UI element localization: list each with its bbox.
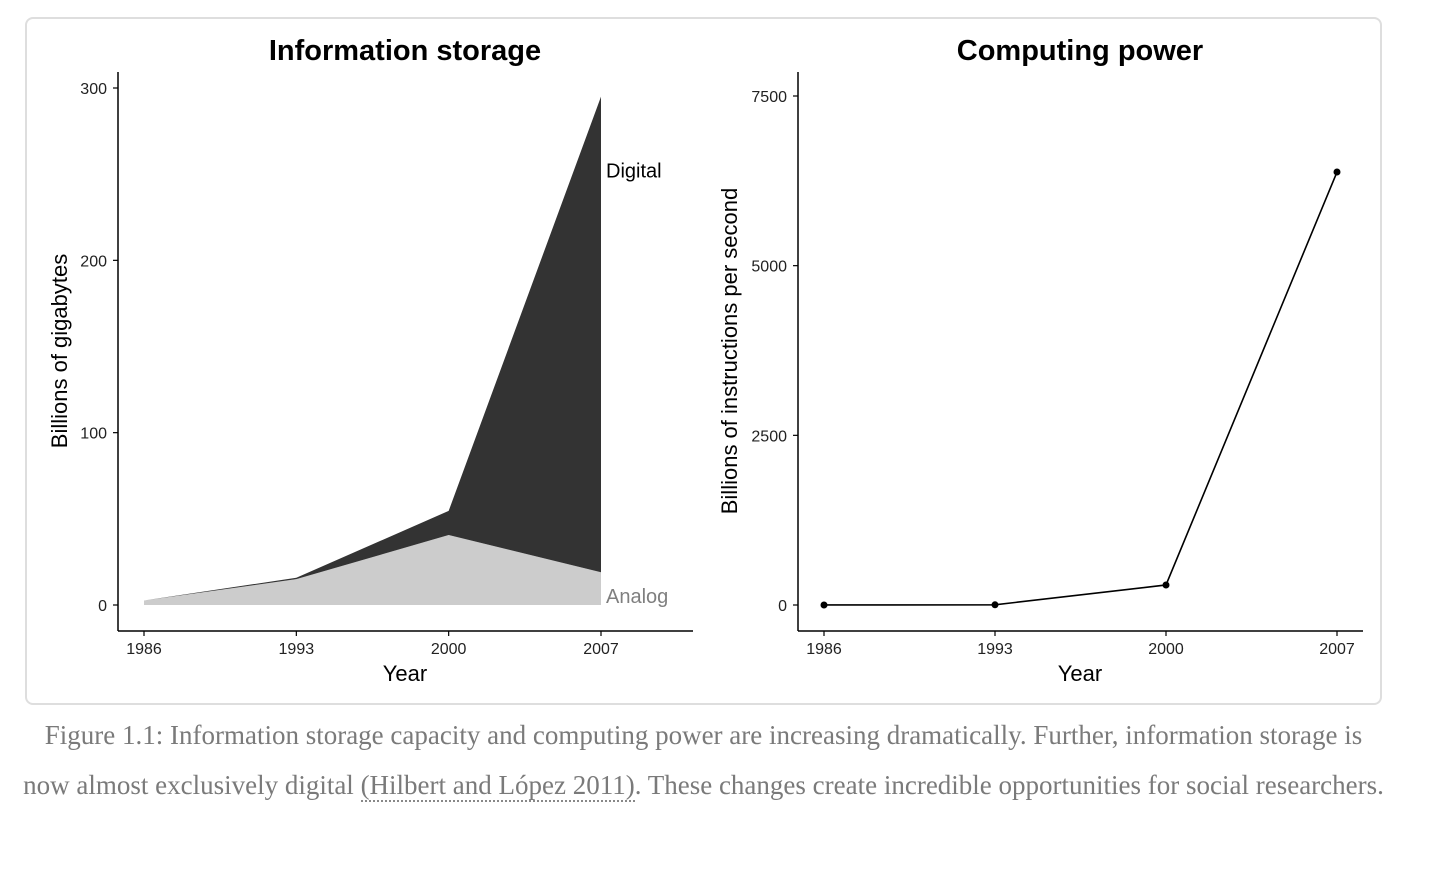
y-tick-label: 200 [80, 253, 107, 270]
data-point [991, 601, 999, 609]
computing-power-x-axis-label: Year [1058, 661, 1102, 686]
y-tick-label: 300 [80, 81, 107, 98]
data-point [1333, 168, 1341, 176]
figure-charts: Information storage Analog Digital 0 100 20… [47, 35, 1363, 686]
y-tick-label: 0 [778, 598, 787, 615]
x-tick-label: 2000 [1148, 641, 1184, 658]
y-tick-label: 7500 [751, 89, 787, 106]
area-digital [144, 96, 601, 601]
figure-caption: Figure 1.1: Information storage capacity… [20, 710, 1387, 810]
x-tick-label: 1986 [806, 641, 842, 658]
x-tick-label: 1993 [279, 641, 315, 658]
info-storage-y-axis-label: Billions of gigabytes [47, 254, 72, 448]
caption-text-prefix: Figure 1.1: Information storage capacity… [23, 720, 1363, 800]
x-tick-label: 1986 [126, 641, 162, 658]
info-storage-panel: Information storage Analog Digital 0 100 20… [47, 35, 693, 686]
citation-link[interactable]: (Hilbert and López 2011) [360, 770, 635, 802]
data-point [820, 601, 828, 609]
data-point [1162, 581, 1170, 589]
computing-power-panel: Computing power 0 2500 5000 7500 1986 1993 20… [717, 35, 1363, 686]
info-storage-x-axis-label: Year [383, 661, 427, 686]
x-tick-label: 2007 [1319, 641, 1355, 658]
computing-power-title: Computing power [957, 35, 1203, 67]
y-tick-label: 5000 [751, 259, 787, 276]
info-storage-title: Information storage [269, 35, 541, 67]
y-tick-label: 100 [80, 426, 107, 443]
computing-power-y-axis-label: Billions of instructions per second [717, 188, 742, 515]
x-tick-label: 2007 [583, 641, 619, 658]
series-label-digital: Digital [606, 160, 662, 182]
series-label-analog: Analog [606, 586, 668, 608]
y-tick-label: 2500 [751, 428, 787, 445]
caption-text-suffix: . These changes create incredible opport… [634, 770, 1384, 800]
x-tick-label: 2000 [431, 641, 467, 658]
y-tick-label: 0 [98, 598, 107, 615]
x-tick-label: 1993 [977, 641, 1013, 658]
series-line [823, 171, 1338, 606]
area-analog [144, 535, 601, 605]
